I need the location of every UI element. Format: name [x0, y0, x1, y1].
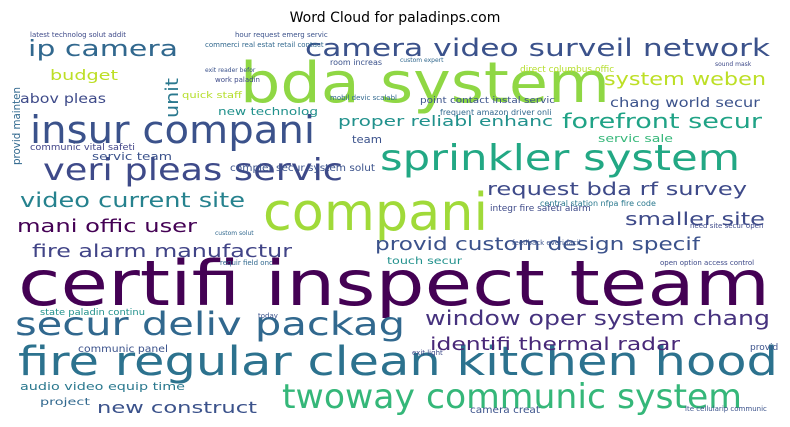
word: room increas	[330, 58, 382, 67]
word: secur deliv packag	[15, 305, 405, 343]
word: chang world secur	[610, 96, 761, 111]
word: system weben	[604, 69, 766, 90]
word: lte cellularip communic	[685, 405, 767, 413]
word: budget	[50, 68, 119, 84]
word: latest technolog solut addit	[30, 31, 126, 39]
word: window oper system chang	[425, 306, 770, 330]
word: integr fire safeti alarm	[490, 204, 591, 214]
word: touch secur	[387, 256, 463, 267]
word: hour request emerg servic	[235, 31, 328, 39]
word: sprinkler system	[380, 138, 740, 179]
word: project	[40, 397, 90, 408]
word: audio video equip time	[20, 380, 185, 393]
word: complet secur system solut	[230, 163, 375, 174]
word: forefront secur	[562, 109, 763, 133]
word: custom expert	[400, 57, 444, 64]
chart-title: Word Cloud for paladinps.com	[290, 10, 501, 26]
word: unit	[162, 78, 183, 118]
word: exit reader befor	[205, 67, 256, 74]
word: communic vital safeti	[30, 143, 135, 153]
word: mani offic user	[17, 216, 198, 237]
word: servic sale	[598, 132, 673, 145]
word: insur compani	[30, 108, 315, 152]
word: provid custom design specif	[375, 234, 701, 255]
word: custom solut	[215, 230, 254, 237]
word: video current site	[20, 188, 245, 212]
word: mobil devic scalabl	[330, 94, 397, 102]
word: exit light	[412, 349, 443, 357]
word: compani	[263, 183, 488, 243]
word: work paladin	[215, 76, 260, 84]
word: camera creat	[470, 405, 540, 416]
word: requir field onc	[220, 259, 273, 267]
word: team	[352, 133, 382, 146]
word: identifi thermal radar	[430, 334, 681, 355]
word: new construct	[97, 398, 257, 417]
plot-area	[10, 28, 780, 420]
word: central station nfpa fire code	[540, 199, 656, 208]
word: state paladin continu	[40, 308, 145, 318]
word: today	[258, 312, 278, 320]
word: veri pleas servic	[43, 153, 343, 188]
word: proper reliabl enhanc	[338, 114, 553, 130]
word: ip camera	[28, 37, 178, 62]
word: open option access control	[660, 259, 754, 267]
word: twoway communic system	[282, 377, 742, 417]
word: fire regular clean kitchen hood	[18, 339, 778, 385]
word: camera video surveil network	[305, 34, 770, 62]
word: quick staff	[182, 91, 243, 101]
word: feedback everi facil	[512, 239, 581, 247]
word: servic team	[92, 150, 172, 163]
word: commerci real estat retail contact	[205, 41, 324, 49]
word: frequent amazon driver onli	[440, 108, 551, 117]
word: request bda rf survey	[487, 179, 747, 200]
word: need site secur open	[690, 222, 763, 230]
word: provid	[750, 343, 778, 353]
word: direct columbus offic	[520, 65, 614, 75]
word: abov pleas	[20, 92, 106, 107]
word: point contact instal servic	[420, 96, 555, 106]
word: bda system	[240, 51, 610, 116]
word: provid mainten	[10, 87, 23, 165]
word: smaller site	[625, 209, 765, 230]
word: communic panel	[78, 344, 168, 355]
word: sound mask	[715, 61, 752, 68]
word: new technolog	[218, 105, 318, 118]
word: certifi inspect team	[18, 247, 770, 320]
word: fire alarm manufactur	[32, 241, 293, 262]
